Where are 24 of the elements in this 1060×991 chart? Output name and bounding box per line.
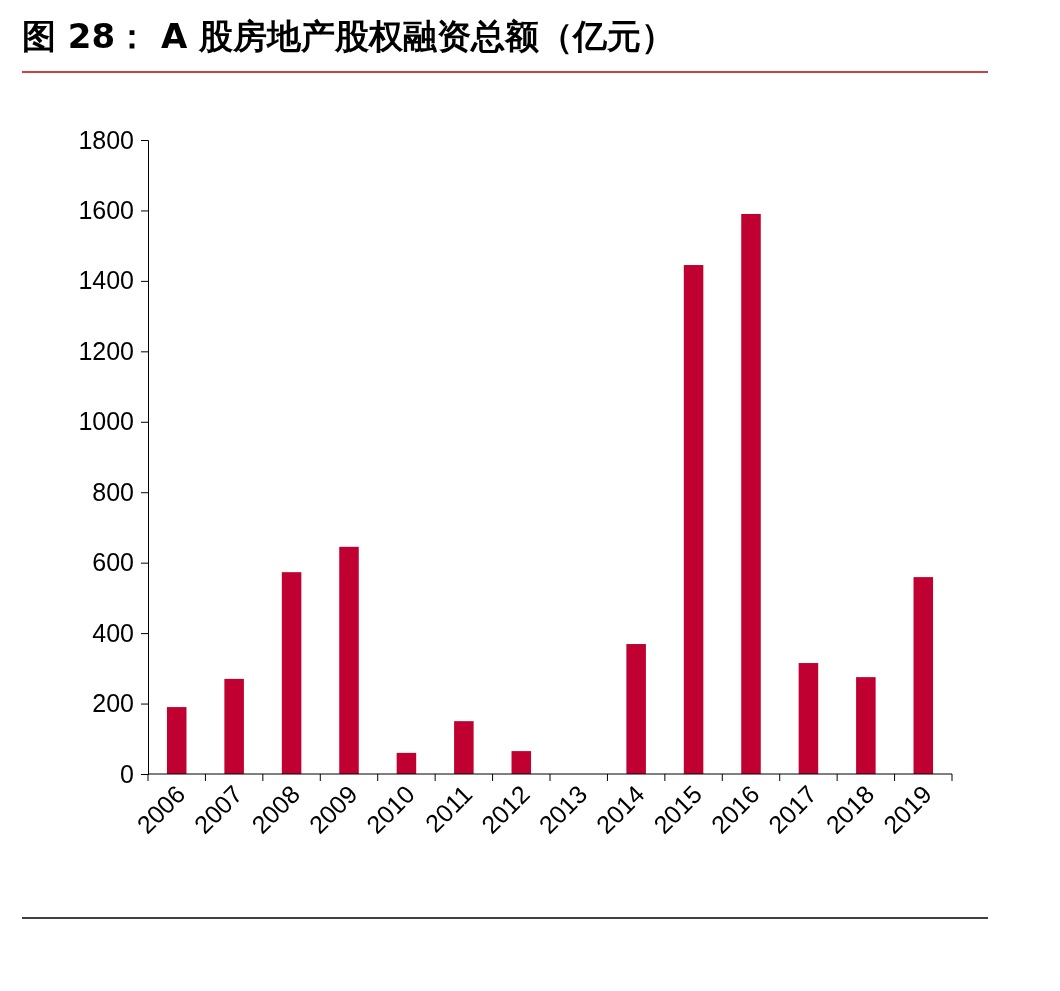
y-tick-label: 1600: [78, 195, 134, 224]
bar: [741, 213, 761, 774]
bar: [166, 707, 187, 774]
bar: [511, 751, 532, 774]
bar: [798, 663, 819, 774]
bar: [281, 572, 302, 774]
bar: [224, 678, 244, 774]
y-tick-label: 600: [92, 548, 134, 577]
bar: [626, 644, 646, 774]
y-tick-label: 200: [92, 689, 134, 718]
bar: [913, 577, 934, 774]
bar: [339, 546, 359, 774]
bar: [856, 677, 876, 774]
y-tick-label: 1200: [78, 336, 134, 365]
y-tick-label: 400: [92, 618, 134, 647]
bar: [683, 265, 704, 774]
y-tick-label: 1800: [78, 125, 134, 154]
y-tick-label: 0: [120, 759, 134, 788]
y-tick-label: 800: [92, 477, 134, 506]
bar: [454, 721, 474, 774]
bar: [396, 752, 417, 774]
chart-title: 图 28： A 股房地产股权融资总额（亿元）: [22, 16, 676, 56]
y-tick-label: 1000: [78, 407, 134, 436]
y-tick-label: 1400: [78, 266, 134, 295]
